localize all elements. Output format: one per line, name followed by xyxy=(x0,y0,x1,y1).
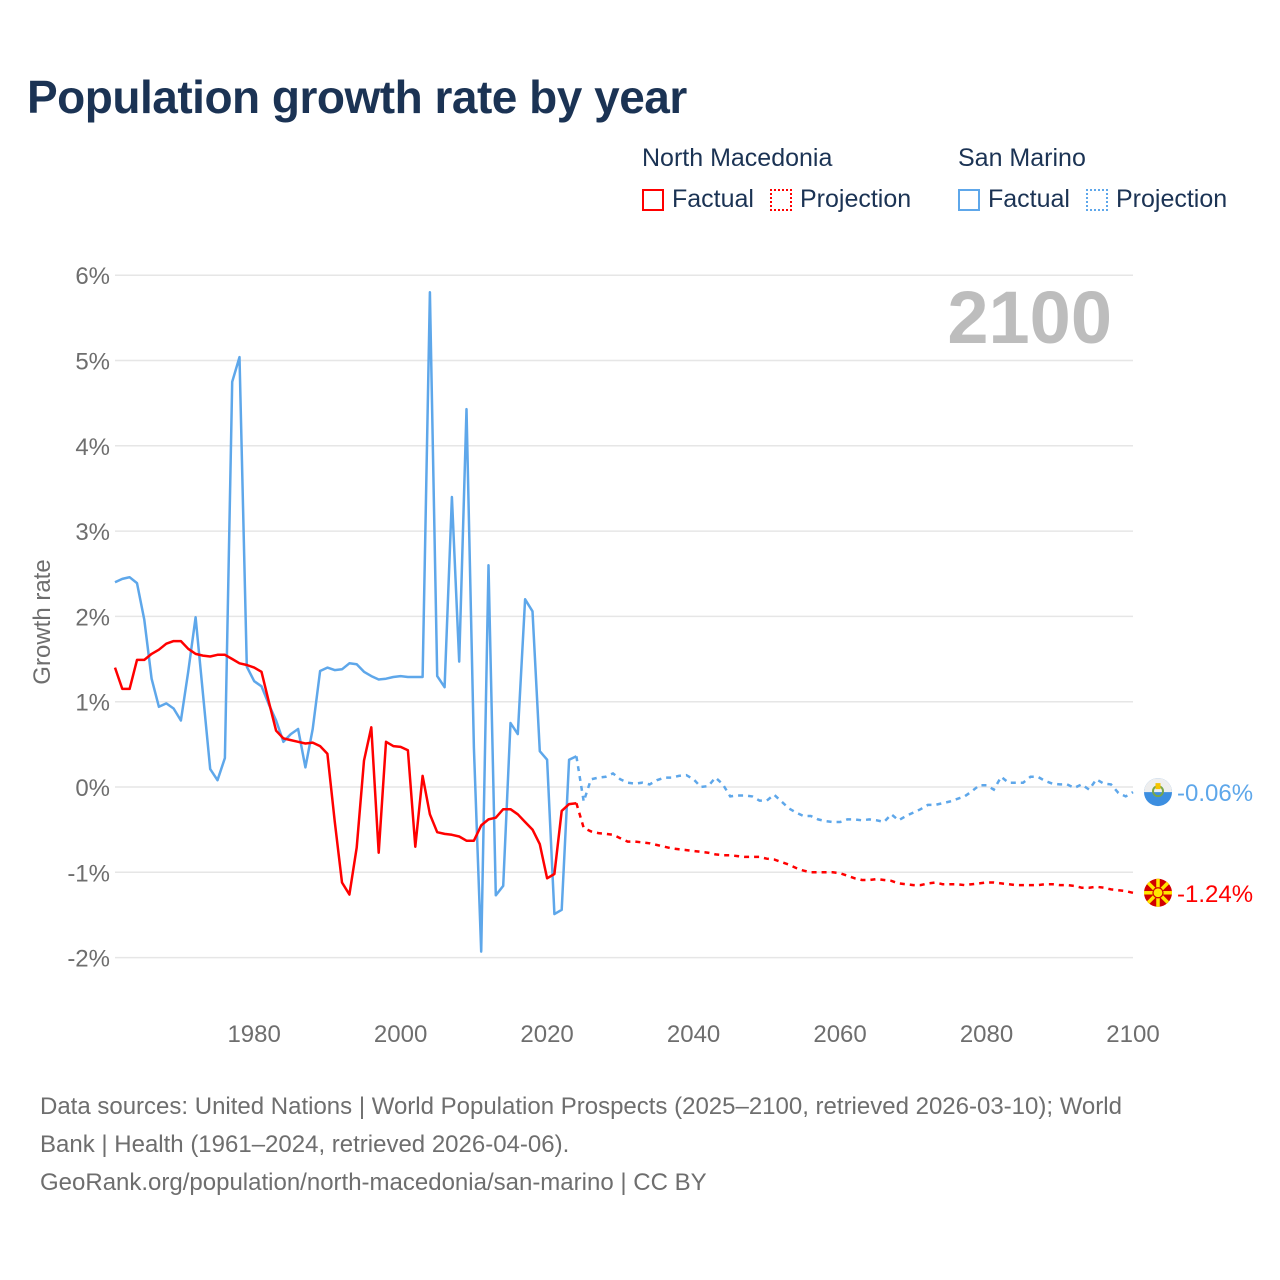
legend-swatch xyxy=(642,188,664,211)
y-tick-label: 1% xyxy=(75,690,110,717)
y-tick-label: 3% xyxy=(75,519,110,546)
source-link[interactable]: GeoRank.org/population/north-macedonia/s… xyxy=(40,1169,707,1196)
y-tick-label: 2% xyxy=(75,604,110,631)
y-tick-label: -1% xyxy=(67,860,110,887)
legend-group-title: San Marino xyxy=(958,144,1086,172)
flag-icon-north-macedonia xyxy=(1144,878,1172,907)
chart-title: Population growth rate by year xyxy=(27,71,687,123)
series-line-factual-san-marino[interactable] xyxy=(114,291,577,953)
y-tick-label: 6% xyxy=(75,263,110,290)
x-tick-label: 2060 xyxy=(813,1021,866,1048)
y-axis-label: Growth rate xyxy=(29,559,56,684)
y-tick-label: 0% xyxy=(75,775,110,802)
legend-item-projection[interactable]: Projection xyxy=(1085,185,1228,214)
y-tick-label: 4% xyxy=(75,434,110,461)
x-tick-label: 2000 xyxy=(374,1021,427,1048)
legend-label: Projection xyxy=(1115,185,1228,213)
series-line-factual-north-macedonia[interactable] xyxy=(113,639,577,896)
data-sources-text: Data sources: United Nations | World Pop… xyxy=(40,1093,1122,1120)
legend-swatch xyxy=(1085,188,1108,211)
legend-item-projection[interactable]: Projection xyxy=(769,185,912,214)
end-value-label-north-macedonia: -1.24% xyxy=(1177,881,1253,908)
legend-label: Factual xyxy=(672,185,754,213)
x-tick-label: 2080 xyxy=(960,1021,1013,1048)
x-tick-label: 2040 xyxy=(667,1021,720,1048)
footer: Data sources: United Nations | World Pop… xyxy=(40,1088,1240,1202)
series-line-projection-san-marino[interactable] xyxy=(575,756,1134,824)
end-value-label-san-marino: -0.06% xyxy=(1177,780,1253,807)
legend-label: Factual xyxy=(988,185,1070,213)
legend-label: Projection xyxy=(799,185,912,213)
x-tick-label: 1980 xyxy=(227,1021,280,1048)
legend-group-north-macedonia: North Macedonia Factual Projection xyxy=(642,144,927,214)
flag-icon-san-marino xyxy=(1144,778,1172,807)
legend-group-san-marino: San Marino Factual Projection xyxy=(958,144,1243,214)
x-tick-label: 2100 xyxy=(1106,1021,1159,1048)
legend-group-title: North Macedonia xyxy=(642,144,833,172)
year-display: 2100 xyxy=(947,276,1112,359)
y-tick-label: 5% xyxy=(75,349,110,376)
y-tick-label: -2% xyxy=(67,946,110,973)
series-line-projection-north-macedonia[interactable] xyxy=(575,802,1134,895)
data-sources-text-cont: Bank | Health (1961–2024, retrieved 2026… xyxy=(40,1131,570,1158)
legend-item-factual[interactable]: Factual xyxy=(642,185,754,214)
legend-item-factual[interactable]: Factual xyxy=(958,185,1070,214)
legend-swatch xyxy=(958,188,980,211)
x-tick-label: 2020 xyxy=(520,1021,573,1048)
legend-swatch xyxy=(769,188,792,211)
